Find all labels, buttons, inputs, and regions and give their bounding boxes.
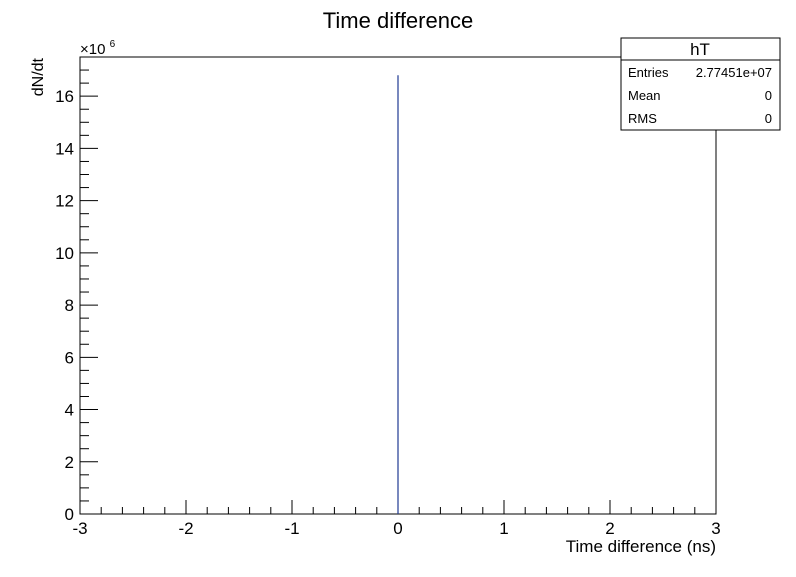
y-axis-ticks bbox=[80, 56, 98, 515]
x-tick-label: 2 bbox=[605, 519, 614, 538]
x-tick-label: 1 bbox=[499, 519, 508, 538]
x-axis-label: Time difference (ns) bbox=[566, 537, 716, 556]
stats-mean-value: 0 bbox=[765, 88, 772, 103]
stats-entries-label: Entries bbox=[628, 65, 669, 80]
stats-box-frame bbox=[620, 37, 781, 131]
x-tick-label: -3 bbox=[72, 519, 87, 538]
y-tick-label: 10 bbox=[55, 244, 74, 263]
x-tick-label: 3 bbox=[711, 519, 720, 538]
y-exponent-power: 6 bbox=[110, 39, 116, 50]
y-axis-label: dN/dt bbox=[30, 57, 47, 96]
y-tick-label: 2 bbox=[65, 453, 74, 472]
stats-mean-label: Mean bbox=[628, 88, 661, 103]
stats-rms-value: 0 bbox=[765, 111, 772, 126]
stats-box: hT Entries 2.77451e+07 Mean 0 RMS 0 bbox=[620, 37, 781, 131]
stats-box-title: hT bbox=[690, 40, 710, 59]
chart-title: Time difference bbox=[323, 8, 473, 33]
y-tick-label: 8 bbox=[65, 296, 74, 315]
stats-entries-value: 2.77451e+07 bbox=[696, 65, 772, 80]
x-axis-ticks bbox=[79, 500, 717, 514]
y-tick-label: 16 bbox=[55, 87, 74, 106]
y-tick-label: 0 bbox=[65, 505, 74, 524]
y-tick-label: 12 bbox=[55, 192, 74, 211]
y-tick-label: 4 bbox=[65, 401, 74, 420]
x-tick-label: 0 bbox=[393, 519, 402, 538]
stats-rms-label: RMS bbox=[628, 111, 657, 126]
x-axis-tick-labels: -3 -2 -1 0 1 2 3 bbox=[72, 519, 720, 538]
y-tick-label: 6 bbox=[65, 348, 74, 367]
x-tick-label: -2 bbox=[178, 519, 193, 538]
y-exponent-prefix: ×10 bbox=[80, 41, 105, 58]
y-axis-exponent: ×10 6 bbox=[80, 39, 116, 58]
y-tick-label: 14 bbox=[55, 139, 74, 158]
x-tick-label: -1 bbox=[284, 519, 299, 538]
y-axis-tick-labels: 0 2 4 6 8 10 12 14 16 bbox=[55, 87, 74, 524]
